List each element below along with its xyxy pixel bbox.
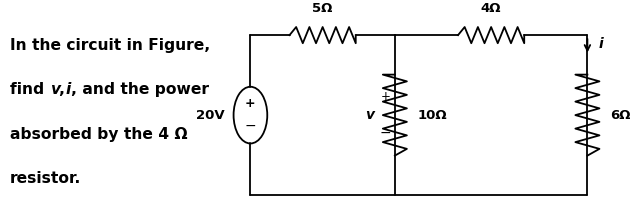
Text: +: + <box>381 90 391 103</box>
Text: , and the power: , and the power <box>71 82 209 97</box>
Text: ,: , <box>59 82 64 97</box>
Text: In the circuit in Figure,: In the circuit in Figure, <box>9 38 210 53</box>
Text: absorbed by the 4 Ω: absorbed by the 4 Ω <box>9 127 187 142</box>
Text: −: − <box>380 126 392 140</box>
Text: i: i <box>598 37 603 51</box>
Text: 4Ω: 4Ω <box>481 2 501 15</box>
Text: 6Ω: 6Ω <box>610 109 630 122</box>
Text: v: v <box>365 108 374 122</box>
Text: +: + <box>245 98 256 110</box>
Text: 5Ω: 5Ω <box>312 2 333 15</box>
Text: resistor.: resistor. <box>9 172 81 186</box>
Text: i: i <box>65 82 71 97</box>
Text: −: − <box>244 119 256 133</box>
Text: 20V: 20V <box>196 109 224 122</box>
Text: 10Ω: 10Ω <box>418 109 447 122</box>
Text: find: find <box>9 82 49 97</box>
Text: v: v <box>50 82 60 97</box>
